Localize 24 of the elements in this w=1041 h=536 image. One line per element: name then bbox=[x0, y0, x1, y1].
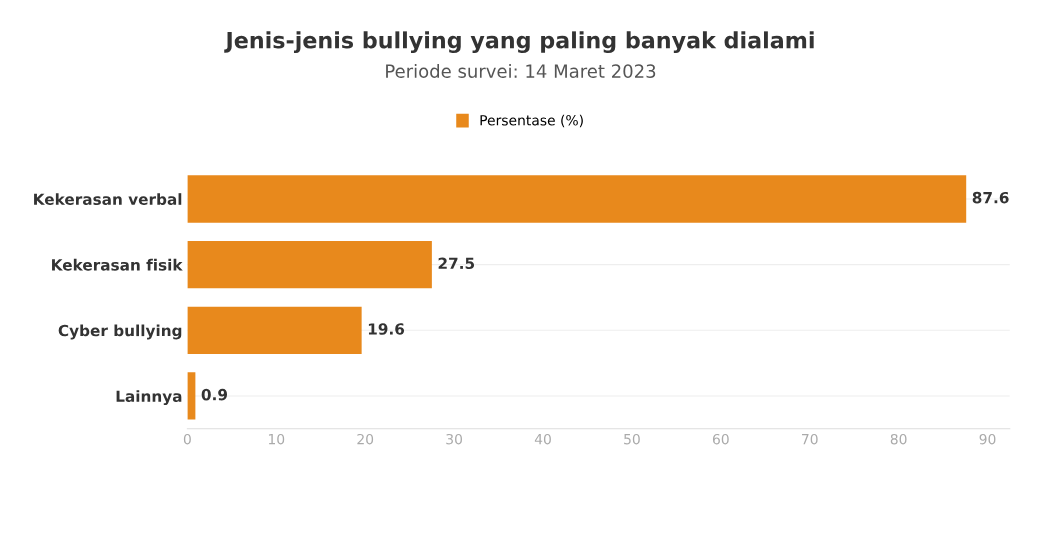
x-tick-label: 90 bbox=[979, 433, 996, 445]
legend-label: Persentase (%) bbox=[480, 114, 583, 128]
data-label: 0.9 bbox=[201, 388, 228, 401]
x-tick-label: 30 bbox=[446, 433, 463, 445]
bar bbox=[187, 175, 967, 223]
y-tick-label: Kekerasan verbal bbox=[34, 193, 182, 206]
y-tick-label: Kekerasan fisik bbox=[52, 258, 183, 271]
y-tick-label: Cyber bullying bbox=[58, 324, 182, 340]
x-tick-label: 10 bbox=[268, 433, 285, 445]
x-tick-label: 20 bbox=[357, 433, 374, 445]
data-label: 87.6 bbox=[972, 191, 1009, 204]
x-tick-label: 50 bbox=[624, 433, 640, 445]
x-tick-label: 60 bbox=[712, 433, 729, 445]
x-tick-label: 40 bbox=[534, 433, 551, 445]
y-tick-label: Lainnya bbox=[116, 390, 182, 406]
bar bbox=[187, 241, 432, 289]
data-label: 19.6 bbox=[368, 323, 405, 335]
chart-subtitle: Periode survei: 14 Maret 2023 bbox=[386, 64, 656, 78]
x-tick-label: 80 bbox=[890, 433, 907, 445]
bar bbox=[187, 306, 362, 354]
chart-title: Jenis-jenis bullying yang paling banyak dialami bbox=[224, 31, 814, 54]
x-tick-label: 70 bbox=[802, 433, 818, 445]
data-label: 27.5 bbox=[438, 257, 475, 270]
x-tick-label: 0 bbox=[183, 433, 191, 445]
